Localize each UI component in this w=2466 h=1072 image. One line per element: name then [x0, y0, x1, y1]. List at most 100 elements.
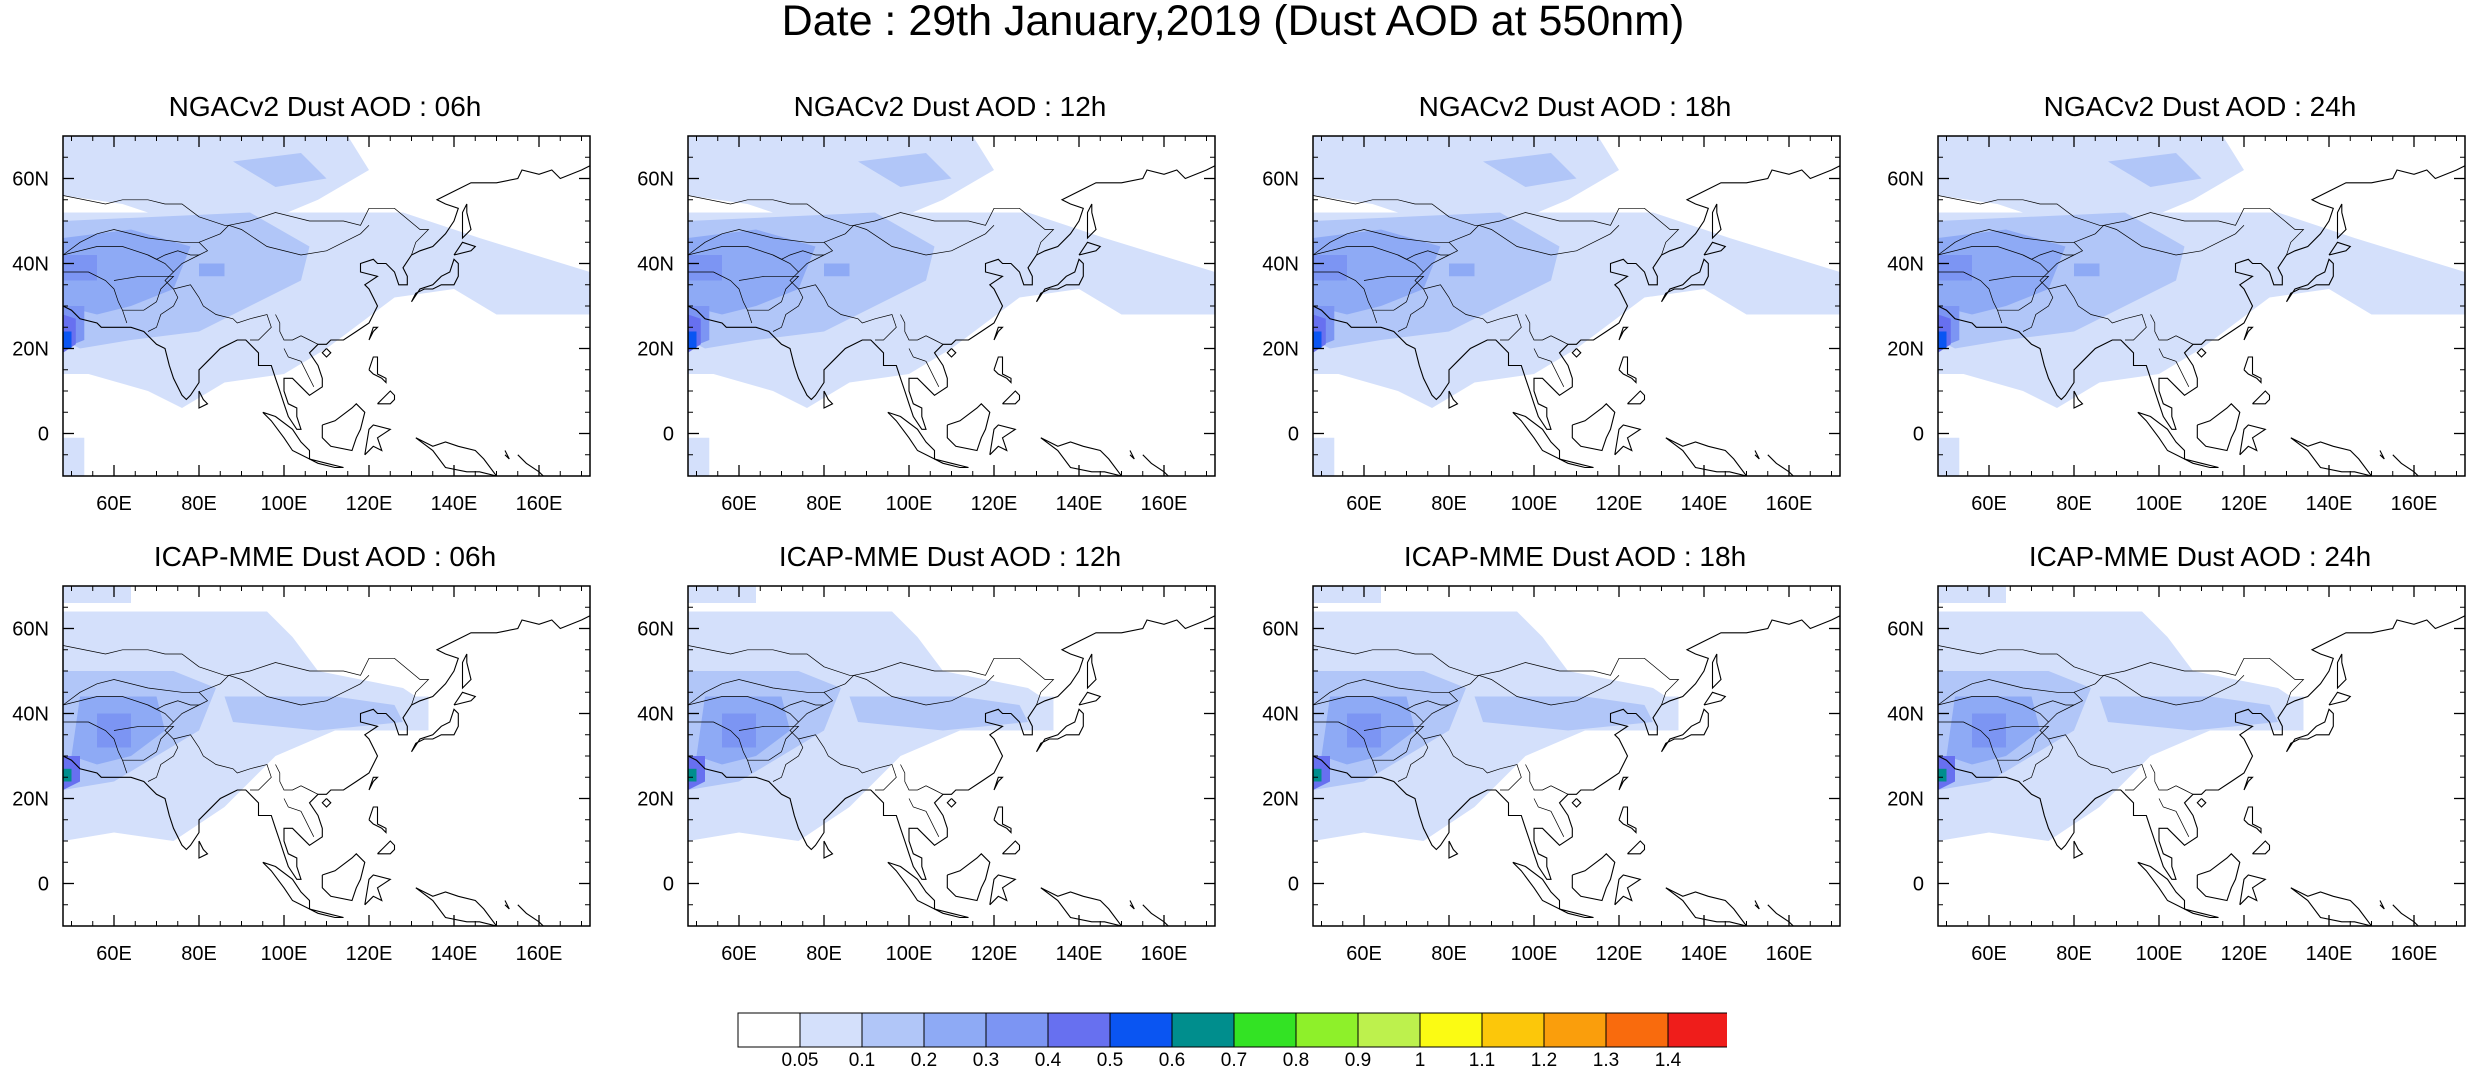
coastline [1559, 458, 1594, 469]
coastline [1571, 853, 1616, 902]
coastline [2392, 454, 2419, 476]
country-border [1397, 250, 1449, 260]
dust-field-patch [2074, 263, 2100, 277]
coastline [1002, 390, 1021, 405]
coastline [198, 840, 209, 859]
dust-field-patch [1938, 437, 1960, 476]
lat-tick-label: 20N [12, 339, 49, 361]
country-border [228, 674, 370, 706]
dust-aod-map: 60E 80E 100E 120E 140E 160E 60N 40N 20N 0 [1262, 135, 1841, 515]
lon-tick-label: 80E [806, 943, 842, 965]
lon-tick-label: 60E [1971, 493, 2007, 515]
coastline [2239, 424, 2267, 456]
coastline [309, 908, 344, 919]
coastline [2252, 840, 2271, 855]
country-border [2150, 764, 2194, 795]
coastline [377, 390, 396, 405]
coastline [1448, 390, 1459, 409]
coastline [1703, 241, 1727, 256]
coastline [1571, 348, 1582, 358]
country-border [173, 284, 272, 341]
lon-tick-label: 140E [1056, 943, 1103, 965]
country-border [1938, 195, 2305, 256]
country-border [1363, 275, 1425, 311]
coastline [2184, 458, 2219, 469]
dust-field-patch [1313, 255, 1347, 281]
lat-tick-label: 20N [1262, 789, 1299, 811]
map-panel: ICAP-MME Dust AOD : 18h 60E 80E 100E 120E 140… [1250, 540, 1841, 965]
lon-tick-label: 120E [971, 943, 1018, 965]
coastline [1711, 653, 1722, 690]
colorbar-swatch [737, 1012, 801, 1048]
coastline [823, 840, 834, 859]
lon-tick-label: 60E [1346, 493, 1382, 515]
country-border [908, 348, 940, 387]
dust-field-patch [858, 153, 952, 187]
coastline [1078, 241, 1102, 256]
lon-tick-label: 60E [721, 493, 757, 515]
coastline [2196, 403, 2241, 452]
country-border [798, 284, 897, 341]
dust-field-patch [63, 768, 72, 782]
colorbar-tick-label: 0.05 [781, 1050, 819, 1071]
coastline [1040, 887, 1123, 926]
dust-field-patch [63, 229, 191, 315]
dust-field-patch [233, 153, 327, 187]
country-border [1533, 348, 1565, 387]
coastline [461, 203, 472, 240]
coastline [1512, 411, 1561, 460]
colorbar-swatch [1171, 1012, 1235, 1048]
coastline [993, 806, 1012, 834]
country-border [283, 798, 315, 837]
coastline [2137, 411, 2186, 460]
coastline [993, 356, 1012, 384]
lon-tick-label: 160E [1141, 943, 1188, 965]
map-panel: NGACv2 Dust AOD : 12h 60E 80E 100E 120E 140E 1… [625, 90, 1216, 515]
lon-tick-label: 160E [516, 493, 563, 515]
lon-tick-label: 100E [2136, 493, 2183, 515]
coastline [321, 853, 366, 902]
country-border [1423, 284, 1522, 341]
panel-title: NGACv2 Dust AOD : 24h [2043, 91, 2357, 122]
coastline [946, 798, 957, 808]
country-border [113, 275, 175, 311]
lat-tick-label: 0 [1913, 424, 1924, 446]
lat-tick-label: 60N [637, 169, 674, 191]
lon-tick-label: 120E [346, 943, 393, 965]
dust-field-patch [1938, 586, 2006, 603]
lon-tick-label: 100E [261, 943, 308, 965]
country-border [908, 798, 940, 837]
colorbar-tick-label: 1.4 [1654, 1050, 1682, 1071]
country-border [1313, 675, 1480, 706]
lat-tick-label: 20N [12, 789, 49, 811]
lat-tick-label: 0 [1913, 874, 1924, 896]
colorbar-tick-label: 1.2 [1530, 1050, 1558, 1071]
coastline [1036, 708, 1084, 753]
country-border [173, 734, 272, 791]
coastline [63, 165, 590, 430]
coastline [1559, 908, 1594, 919]
coastline [1703, 691, 1727, 706]
dust-field-patch [1483, 153, 1577, 187]
coastline [2239, 874, 2267, 906]
coastline [934, 908, 969, 919]
coastline [887, 411, 936, 460]
country-border [772, 738, 804, 782]
lat-tick-label: 40N [637, 704, 674, 726]
dust-field-patch [1313, 586, 1381, 603]
coastline [1086, 653, 1097, 690]
lon-tick-label: 80E [181, 943, 217, 965]
country-border [1313, 195, 1680, 256]
dust-field-patch [1313, 437, 1335, 476]
dust-aod-map: 60E 80E 100E 120E 140E 160E 60N 40N 20N 0 [12, 135, 591, 515]
dust-field-patch [1028, 696, 1054, 731]
lat-tick-label: 40N [1887, 254, 1924, 276]
map-panel: NGACv2 Dust AOD : 06h 60E 80E 100E 120E 140E 1… [0, 90, 591, 515]
lon-tick-label: 120E [1596, 943, 1643, 965]
country-border [1938, 225, 2105, 256]
dust-field-patch [2108, 153, 2202, 187]
dust-aod-map: 60E 80E 100E 120E 140E 160E 60N 40N 20N 0 [1262, 585, 1841, 965]
country-border [2103, 674, 2245, 706]
lon-tick-label: 140E [1681, 493, 1728, 515]
country-border [63, 675, 230, 706]
